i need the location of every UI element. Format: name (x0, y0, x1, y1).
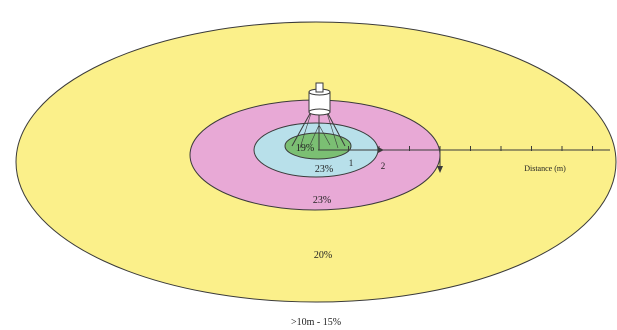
zone-inner (284, 132, 352, 160)
distance-tick-2: 2 (381, 161, 386, 171)
distance-axis-label: Distance (m) (524, 164, 566, 173)
zone-inner-label: 19% (296, 143, 314, 154)
beyond-range-label: >10m - 15% (291, 317, 341, 328)
zone-third-label: 23% (313, 195, 331, 206)
distance-axis (318, 146, 610, 173)
zone-outer-label: 20% (314, 250, 332, 261)
zone-second-label: 23% (315, 164, 333, 175)
radius-arrowhead-1 (378, 147, 384, 153)
radius-arrowhead-2 (437, 166, 443, 173)
sprinkler-icon (291, 82, 346, 150)
distance-tick-1: 1 (349, 158, 354, 168)
